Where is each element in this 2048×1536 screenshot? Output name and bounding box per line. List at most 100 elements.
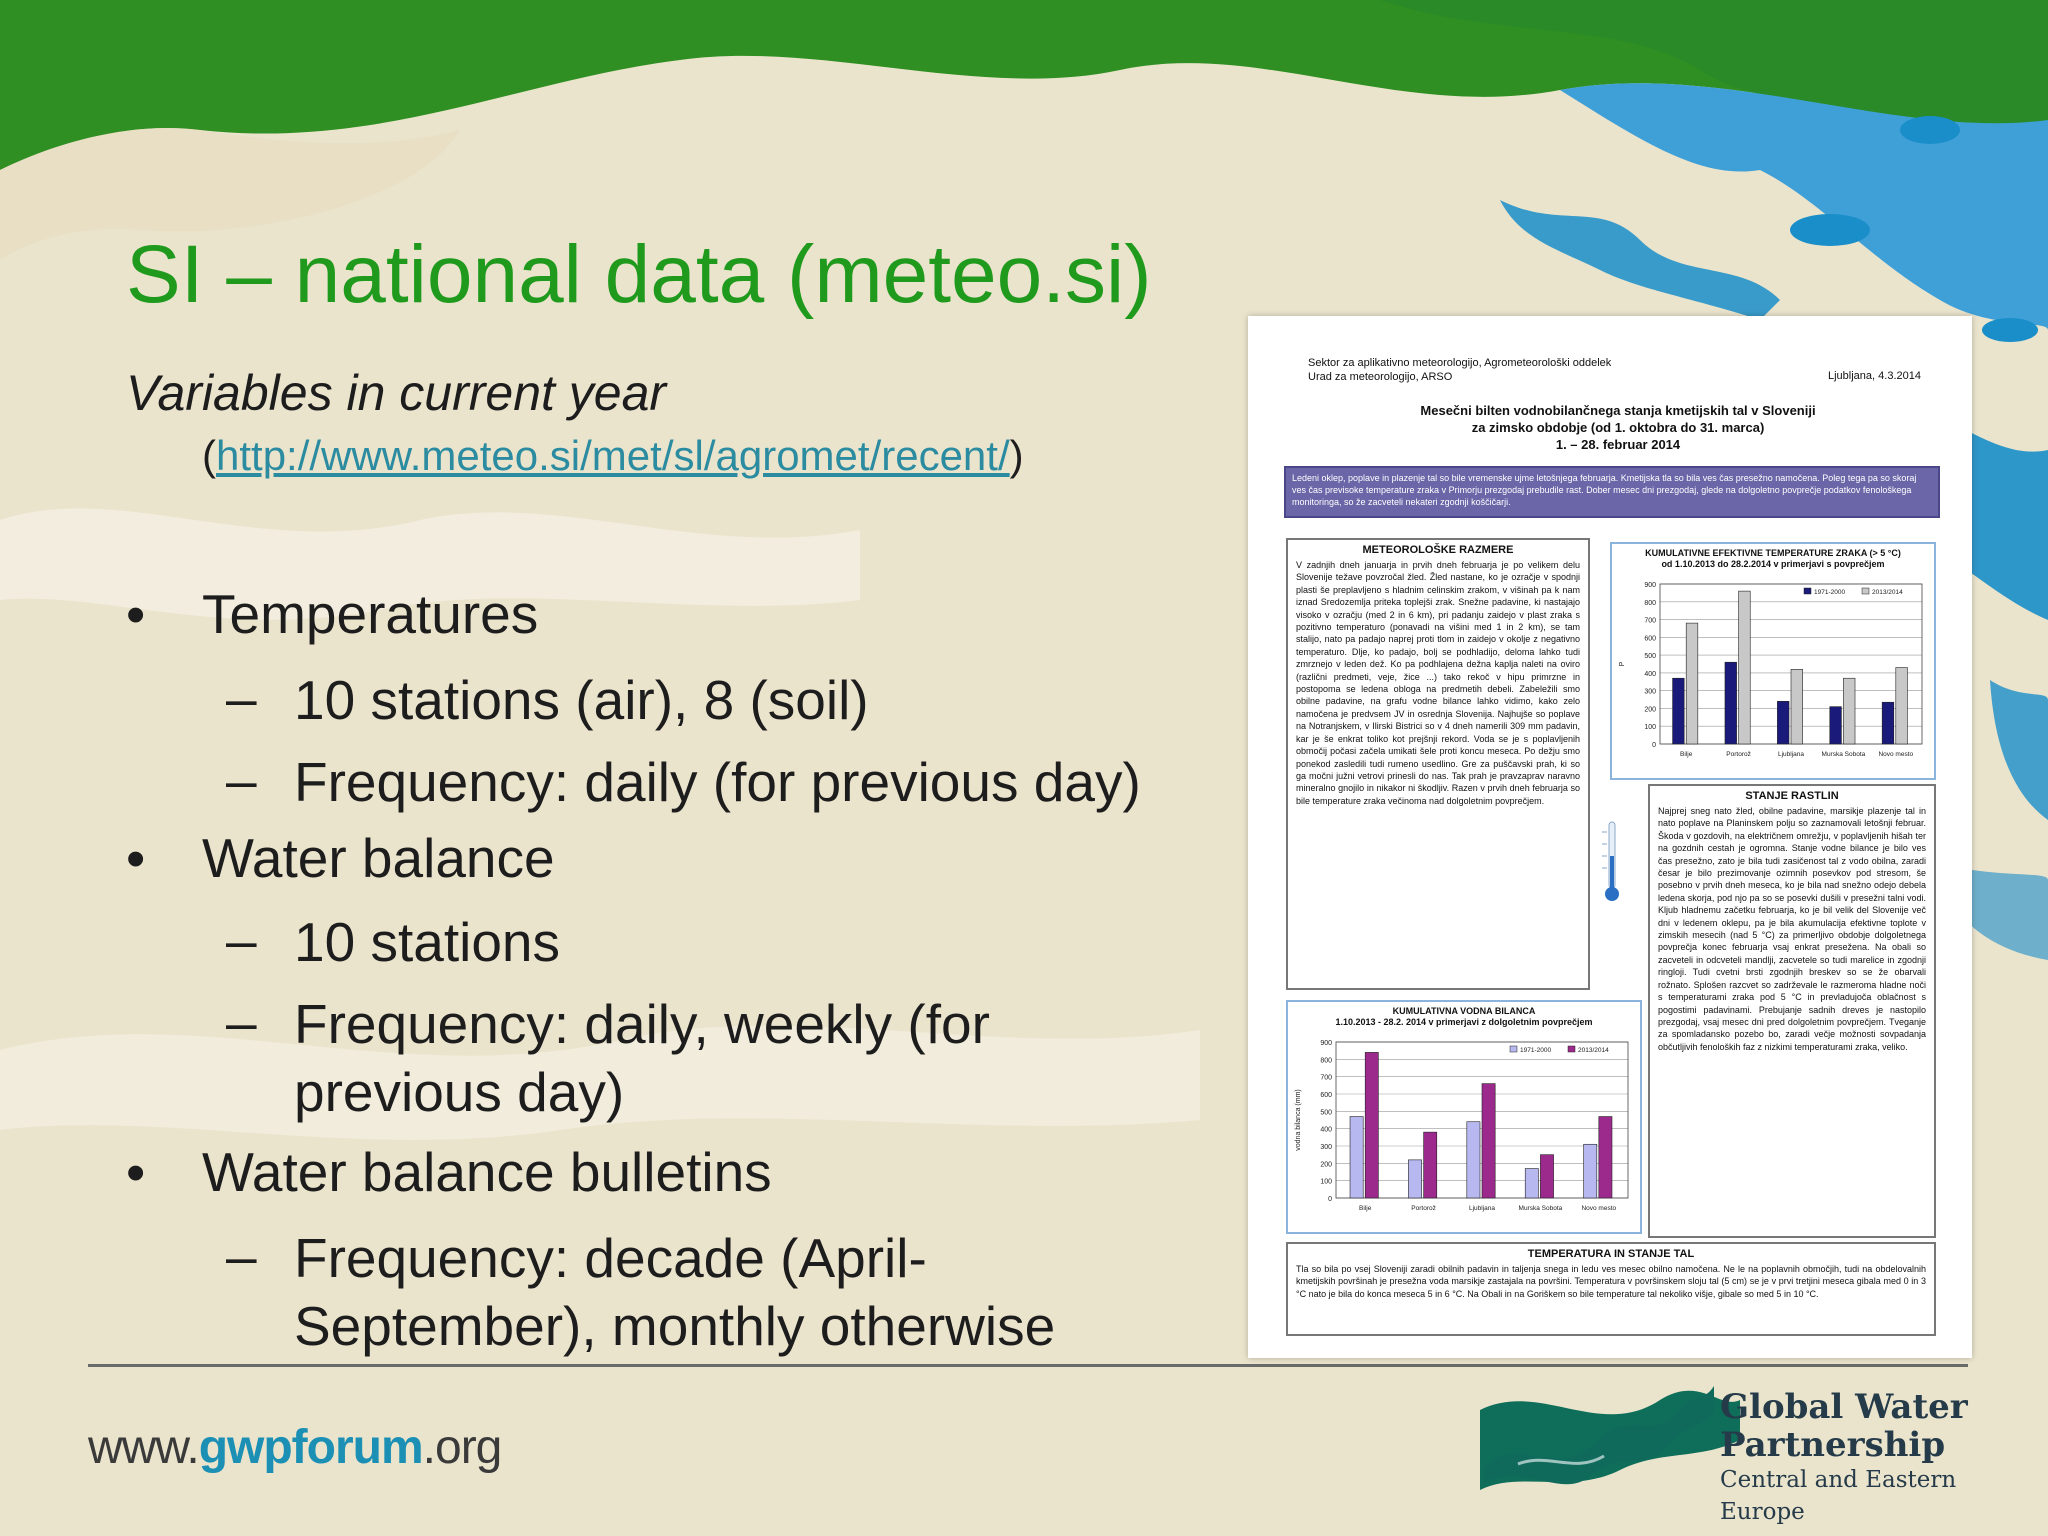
- legend-swatch: [1567, 1045, 1576, 1053]
- bullet-glyph: •: [126, 827, 146, 889]
- legend-label: 2013/2014: [1872, 589, 1903, 596]
- gwp-logo-line: Global Water: [1720, 1387, 1968, 1427]
- y-tick-label: 600: [1320, 1092, 1332, 1099]
- y-tick-label: 800: [1644, 600, 1656, 607]
- y-tick-label: 300: [1644, 689, 1656, 696]
- bar: [1481, 1083, 1496, 1199]
- bullet-label: Temperatures: [202, 583, 539, 645]
- plant-status-text: Najprej sneg nato žled, obilne padavine,…: [1658, 806, 1926, 1052]
- x-tick-label: Murska Sobota: [1519, 1205, 1563, 1212]
- bar: [1349, 1116, 1364, 1199]
- y-tick-label: 700: [1320, 1075, 1332, 1082]
- gwp-logo-text: Global Water Partnership Central and Eas…: [1720, 1388, 2048, 1528]
- thermometer-icon: [1602, 821, 1619, 901]
- url-close-paren: ): [1009, 432, 1024, 479]
- sub-bullet-text: 10 stations (air), 8 (soil): [294, 669, 869, 731]
- plant-status-box: STANJE RASTLIN Najprej sneg nato žled, o…: [1648, 784, 1936, 1238]
- soil-temperature-title: TEMPERATURA IN STANJE TAL: [1527, 1248, 1695, 1260]
- bullet-label: Water balance bulletins: [202, 1141, 772, 1203]
- bar: [1583, 1143, 1598, 1199]
- bulletin-date: Ljubljana, 4.3.2014: [1828, 370, 1921, 382]
- bar: [1895, 667, 1908, 745]
- bar: [1672, 677, 1685, 745]
- sub-bullet-text: 10 stations: [294, 911, 561, 973]
- y-tick-label: 200: [1644, 706, 1656, 713]
- bulletin-title-line: 1. – 28. februar 2014: [1555, 437, 1681, 452]
- water-balance-bar-chart: 0 100 200 300 400 500 600 700 800 900 vodna bilanc…: [1295, 1040, 1629, 1212]
- bar: [1540, 1154, 1554, 1199]
- bar: [1738, 590, 1751, 745]
- footer-url-prefix: www.: [88, 1421, 200, 1474]
- subtitle: Variables in current year: [126, 365, 667, 421]
- y-tick-label: 400: [1320, 1127, 1332, 1134]
- y-tick-label: 900: [1320, 1040, 1332, 1047]
- wb-chart-subtitle: 1.10.2013 - 28.2. 2014 v primerjavi z do…: [1335, 1017, 1593, 1027]
- meteo-url-link[interactable]: http://www.meteo.si/met/sl/agromet/recen…: [216, 432, 1010, 479]
- y-tick-label: 800: [1320, 1057, 1332, 1064]
- y-tick-label: 500: [1644, 653, 1656, 660]
- x-tick-label: Novo mesto: [1878, 751, 1913, 758]
- temp-chart-title: KUMULATIVNE EFEKTIVNE TEMPERATURE ZRAKA …: [1612, 548, 1934, 570]
- meteo-conditions-box: METEOROLOŠKE RAZMERE V zadnjih dneh janu…: [1286, 538, 1590, 990]
- gwp-logo-icon: [1484, 1386, 1714, 1485]
- legend-label: 1971-2000: [1814, 589, 1845, 596]
- bar: [1790, 669, 1803, 745]
- temp-chart-subtitle: od 1.10.2013 do 28.2.2014 v primerjavi s…: [1661, 559, 1885, 569]
- water-balance-chart-box: KUMULATIVNA VODNA BILANCA 1.10.2013 - 28…: [1286, 1000, 1642, 1234]
- bar: [1881, 701, 1895, 745]
- y-tick-label: 600: [1644, 635, 1656, 642]
- x-tick-label: Ljubljana: [1778, 751, 1804, 758]
- footer-url-highlight: gwpforum: [198, 1421, 424, 1474]
- y-axis-label: vodna bilanca (mm): [1295, 1089, 1302, 1150]
- slide-title: SI – national data (meteo.si): [126, 229, 1152, 320]
- meteo-conditions-title: METEOROLOŠKE RAZMERE: [1362, 544, 1514, 556]
- legend-swatch: [1861, 587, 1870, 595]
- bulletin-thumbnail: Sektor za aplikativno meteorologijo, Agr…: [1248, 316, 1972, 1358]
- dash-glyph: –: [226, 909, 257, 971]
- bulletin-header-line: Sektor za aplikativno meteorologijo, Agr…: [1308, 357, 1612, 369]
- x-tick-label: Ljubljana: [1469, 1205, 1495, 1212]
- temp-chart-title-line: KUMULATIVNE EFEKTIVNE TEMPERATURE ZRAKA …: [1645, 548, 1901, 558]
- x-tick-label: Portorož: [1411, 1205, 1436, 1212]
- footer-url-suffix: .org: [422, 1421, 503, 1474]
- bullet-glyph: •: [126, 1141, 146, 1203]
- bar: [1777, 701, 1790, 745]
- footer-website[interactable]: www.gwpforum.org: [88, 1420, 503, 1475]
- bulletin-title-line: za zimsko obdobje (od 1. oktobra do 31. …: [1471, 420, 1765, 435]
- dash-glyph: –: [226, 667, 257, 729]
- legend-label: 1971-2000: [1520, 1047, 1551, 1054]
- bulletin-summary-banner: Ledeni oklep, poplave in plazenje tal so…: [1284, 466, 1940, 518]
- gwp-logo-line: Partnership: [1720, 1425, 1946, 1465]
- y-tick-label: 400: [1644, 671, 1656, 678]
- y-tick-label: 100: [1320, 1179, 1332, 1186]
- bulletin-header-line: Urad za meteorologijo, ARSO: [1308, 371, 1453, 383]
- dash-glyph: –: [226, 749, 257, 811]
- bulletin-title: Mesečni bilten vodnobilančnega stanja km…: [1308, 402, 1928, 453]
- x-tick-label: Murska Sobota: [1822, 751, 1866, 758]
- bar: [1423, 1131, 1438, 1199]
- y-tick-label: 200: [1320, 1161, 1332, 1168]
- url-open-paren: (: [202, 432, 216, 479]
- meteo-conditions-text: V zadnjih dneh januarja in prvih dneh fe…: [1296, 560, 1580, 806]
- legend-swatch: [1509, 1045, 1518, 1053]
- bar: [1724, 661, 1737, 745]
- temperature-chart-box: KUMULATIVNE EFEKTIVNE TEMPERATURE ZRAKA …: [1610, 542, 1936, 780]
- legend-label: 2013/2014: [1578, 1047, 1609, 1054]
- bar: [1466, 1121, 1481, 1199]
- x-tick-label: Portorož: [1726, 751, 1751, 758]
- soil-temperature-text: Tla so bila po vsej Sloveniji zaradi obi…: [1296, 1264, 1926, 1299]
- y-tick-label: 300: [1320, 1144, 1332, 1151]
- bar: [1598, 1116, 1613, 1199]
- x-tick-label: Bilje: [1680, 751, 1693, 758]
- url-line: (http://www.meteo.si/met/sl/agromet/rece…: [202, 432, 1024, 480]
- dash-glyph: –: [226, 1225, 257, 1287]
- legend-swatch: [1803, 587, 1812, 595]
- y-tick-label: 0: [1328, 1196, 1332, 1203]
- y-tick-label: 100: [1644, 724, 1656, 731]
- y-axis-label: P: [1619, 661, 1626, 666]
- y-tick-label: 700: [1644, 618, 1656, 625]
- y-tick-label: 0: [1652, 742, 1656, 749]
- x-tick-label: Bilje: [1359, 1205, 1372, 1212]
- dash-glyph: –: [226, 991, 257, 1053]
- bar: [1408, 1159, 1422, 1199]
